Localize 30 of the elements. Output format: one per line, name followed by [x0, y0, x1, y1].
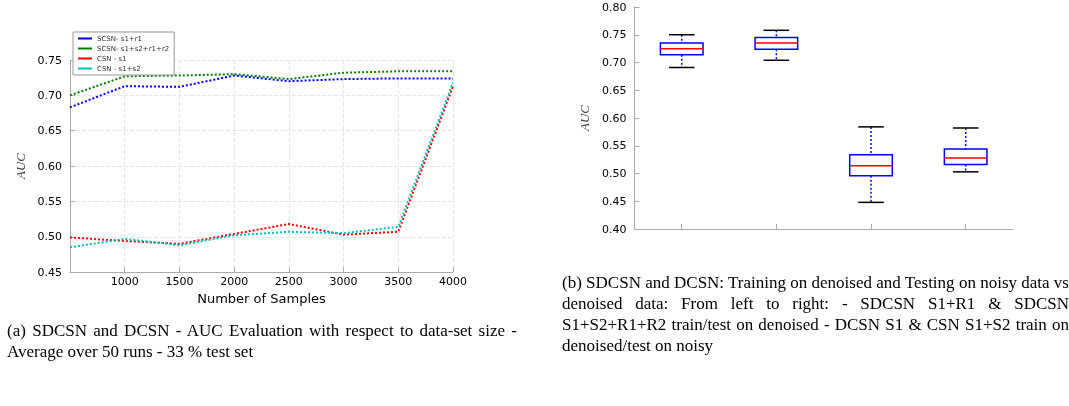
x-axis-title: Number of Samples [197, 291, 326, 306]
y-tick-label: 0.50 [37, 230, 62, 244]
x-tick-label: 3500 [384, 275, 413, 289]
y-axis-title: AUC [12, 152, 28, 181]
y-tick-label: 0.70 [37, 88, 62, 102]
x-tick-label: 2000 [220, 275, 249, 289]
y-tick-label: 0.60 [601, 111, 627, 125]
x-tick-label: 1500 [165, 275, 194, 289]
y-tick-label: 0.40 [601, 222, 627, 236]
line-series [69, 70, 454, 97]
y-tick-label: 0.65 [37, 124, 62, 138]
line-series [69, 74, 454, 109]
y-tick-label: 0.70 [601, 56, 627, 69]
y-tick-label: 0.55 [37, 194, 62, 208]
y-axis-title: AUC [577, 104, 592, 132]
y-tick-label: 0.75 [601, 28, 627, 42]
y-tick-label: 0.65 [601, 83, 627, 97]
y-tick-label: 0.75 [37, 53, 62, 67]
y-tick-label: 0.45 [37, 265, 62, 279]
text: (a) SDCSN and DCSN - AUC Evaluation with respect to data-set size - Average over 50 runs - 33 % test set [7, 320, 517, 362]
x-tick-label: 1000 [110, 275, 139, 289]
y-tick-label: 0.50 [601, 167, 627, 180]
x-tick-label: 3000 [329, 275, 358, 289]
text: (b) SDCSN and DCSN: Training on denoised and Testing on noisy data vs denoised data: From left to right: - SDCSN S1+R1 & SDCSN S1+S2+R1+R2 train/test on denoised - DCSN S1 & CSN S1+S2 train on denoised/test on noisy [562, 272, 1069, 356]
y-tick-label: 0.80 [601, 0, 627, 14]
y-tick-label: 0.55 [601, 139, 627, 153]
y-tick-label: 0.45 [601, 194, 627, 208]
x-tick-label: 4000 [439, 275, 467, 289]
y-tick-label: 0.60 [37, 159, 62, 173]
x-tick-label: 2500 [274, 275, 303, 289]
